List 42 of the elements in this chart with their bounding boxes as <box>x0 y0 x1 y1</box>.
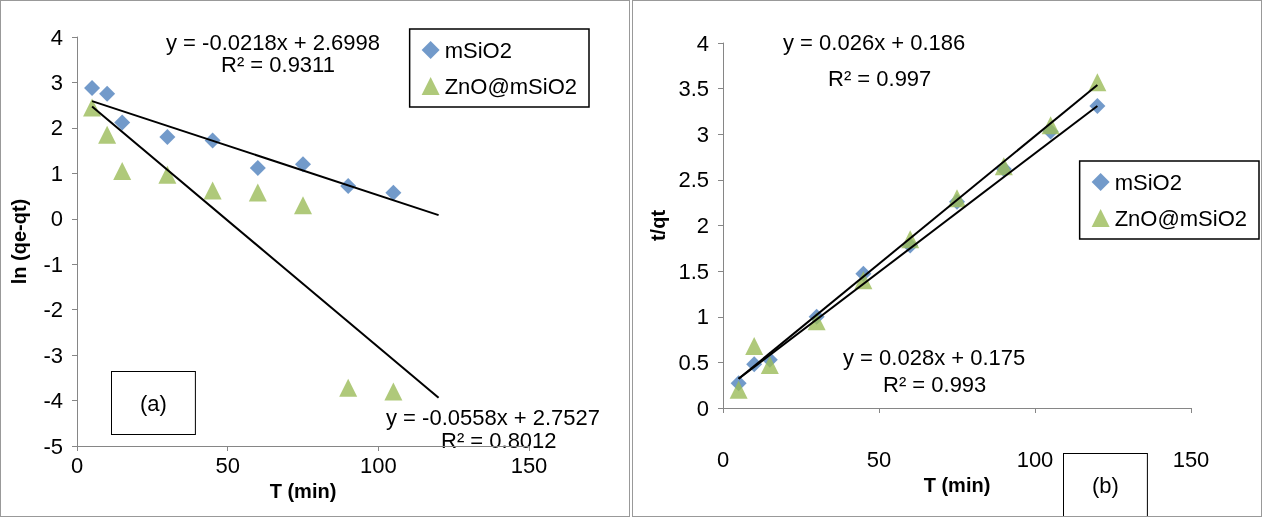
y-tick-label: 1.5 <box>678 258 709 284</box>
y-tick-label: 0 <box>50 206 63 232</box>
y-tick-label: 4 <box>50 24 63 50</box>
x-axis-title: T (min) <box>269 479 337 502</box>
annotation: y = 0.026x + 0.186 <box>783 29 966 55</box>
x-tick-label: 150 <box>510 452 548 478</box>
x-tick-label: 150 <box>1172 446 1210 472</box>
y-axis-title: ln (qe-qt) <box>8 198 30 285</box>
y-tick-label: 1 <box>50 160 63 186</box>
y-tick-label: -3 <box>43 342 63 368</box>
y-tick-label: 2.5 <box>678 167 709 193</box>
y-tick-label: -2 <box>43 297 63 323</box>
legend-label: mSiO2 <box>444 37 512 63</box>
x-tick-label: 50 <box>215 452 240 478</box>
text: (b) <box>1092 472 1119 498</box>
y-tick-label: -1 <box>43 251 63 277</box>
annotation: y = 0.028x + 0.175 <box>843 344 1026 370</box>
x-axis-title: T (min) <box>923 473 991 496</box>
y-tick-label: 3 <box>50 69 63 95</box>
y-tick-label: 4 <box>696 30 709 56</box>
y-tick-label: 2 <box>50 115 63 141</box>
x-tick-label: 0 <box>716 446 730 472</box>
x-tick-label: 100 <box>1016 446 1054 472</box>
x-tick-label: 100 <box>359 452 397 478</box>
y-tick-label: 3 <box>696 121 709 147</box>
legend-label: ZnO@mSiO2 <box>1114 205 1247 231</box>
y-tick-label: -4 <box>43 388 63 414</box>
y-tick-label: 3.5 <box>678 76 709 102</box>
x-tick-label: 0 <box>70 452 84 478</box>
annotation: R² = 0.993 <box>883 371 987 397</box>
legend-label: mSiO2 <box>1114 169 1182 195</box>
x-tick-label: 50 <box>866 446 892 472</box>
y-tick-label: 0 <box>696 395 709 421</box>
annotation: R² = 0.997 <box>828 65 932 91</box>
y-tick-label: -5 <box>43 433 63 459</box>
annotation: y = -0.0558x + 2.7527 <box>386 404 601 430</box>
legend-label: ZnO@mSiO2 <box>444 73 577 99</box>
y-tick-label: 0.5 <box>678 349 709 375</box>
annotation: (a) <box>140 390 167 416</box>
y-axis-title: t/qt <box>646 209 669 242</box>
y-tick-label: 2 <box>696 213 709 238</box>
y-tick-label: 1 <box>696 304 709 330</box>
